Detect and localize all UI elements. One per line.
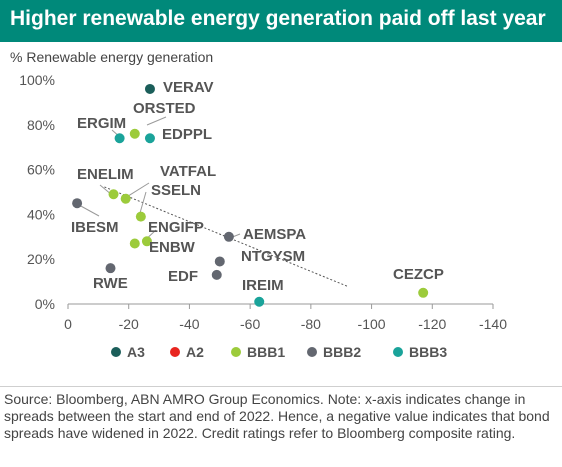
legend-label-bbb1: BBB1	[247, 344, 285, 360]
y-tick-label: 0%	[35, 296, 55, 312]
point-label-sseln: SSELN	[151, 182, 201, 199]
data-point-orsted	[129, 128, 140, 139]
point-label-verav: VERAV	[163, 79, 214, 96]
y-tick-label: 80%	[27, 117, 55, 133]
data-point-ibesm	[72, 198, 83, 209]
point-label-enbw: ENBW	[149, 239, 196, 256]
point-label-ibesm: IBESM	[71, 219, 119, 236]
data-point-engifp	[141, 236, 152, 247]
data-point-sseln	[135, 211, 146, 222]
x-tick-label: -60	[240, 316, 260, 332]
legend-label-bbb3: BBB3	[409, 344, 447, 360]
data-point-vatfal	[120, 193, 131, 204]
data-point-enelim	[108, 189, 119, 200]
label-connector	[78, 204, 100, 217]
point-label-cezcp: CEZCP	[393, 266, 444, 283]
point-label-edf: EDF	[168, 268, 198, 285]
data-point-rwe	[105, 263, 116, 274]
legend-label-bbb2: BBB2	[323, 344, 361, 360]
y-axis-label: % Renewable energy generation	[10, 49, 214, 65]
point-label-vatfal: VATFAL	[160, 163, 216, 180]
point-label-ergim: ERGIM	[77, 115, 126, 132]
y-tick-label: 20%	[27, 251, 55, 267]
legend-label-a3: A3	[127, 344, 145, 360]
data-point-ireim	[254, 296, 265, 307]
y-tick-label: 40%	[27, 206, 55, 222]
point-label-rwe: RWE	[93, 275, 128, 292]
scatter-chart: 0 -20 -40 -60 -80 -100 -120 -140 0% 20% 40% 60% 80% 1…	[19, 72, 507, 360]
data-point-verav	[144, 83, 155, 94]
legend-marker-a2	[170, 347, 180, 357]
point-label-engifp: ENGIFP	[148, 219, 204, 236]
data-point-aemspa	[223, 231, 234, 242]
point-label-ntgysm: NTGYSM	[241, 248, 305, 265]
data-point-edf	[211, 269, 222, 280]
data-point-cezcp	[418, 287, 429, 298]
point-label-ireim: IREIM	[242, 277, 284, 294]
legend-marker-bbb3	[393, 347, 403, 357]
data-point-ntgysm	[214, 256, 225, 267]
y-tick-label: 100%	[19, 72, 55, 88]
legend-marker-bbb2	[307, 347, 317, 357]
point-label-edppl: EDPPL	[162, 126, 212, 143]
point-label-enelim: ENELIM	[77, 166, 134, 183]
legend-marker-bbb1	[231, 347, 241, 357]
chart-title: Higher renewable energy generation paid …	[0, 0, 562, 42]
y-tick-label: 60%	[27, 162, 55, 178]
x-tick-label: -120	[418, 316, 446, 332]
point-label-aemspa: AEMSPA	[243, 226, 306, 243]
source-note: Source: Bloomberg, ABN AMRO Group Econom…	[0, 386, 562, 467]
x-tick-label: -20	[119, 316, 139, 332]
data-point-enbw	[129, 238, 140, 249]
legend-label-a2: A2	[186, 344, 204, 360]
x-tick-label: 0	[64, 316, 72, 332]
legend-marker-a3	[111, 347, 121, 357]
data-point-ergim	[114, 133, 125, 144]
x-tick-label: -100	[358, 316, 386, 332]
label-connector	[139, 191, 147, 214]
x-tick-label: -40	[179, 316, 199, 332]
x-tick-label: -140	[479, 316, 507, 332]
x-tick-label: -80	[301, 316, 321, 332]
label-connector	[146, 116, 167, 126]
point-label-orsted: ORSTED	[133, 100, 196, 117]
data-point-edppl	[144, 133, 155, 144]
